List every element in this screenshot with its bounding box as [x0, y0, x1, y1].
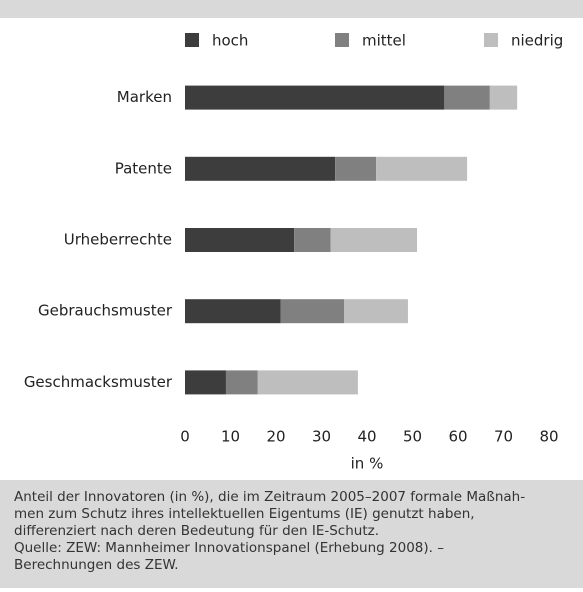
legend-label: hoch: [212, 32, 248, 50]
bar-segment: [444, 85, 490, 110]
bar-segment: [335, 156, 377, 181]
bar-segment: [489, 85, 518, 110]
y-tick-label: Marken: [117, 88, 172, 106]
caption-line: differenziert nach deren Bedeutung für d…: [14, 523, 379, 539]
caption-line: Quelle: ZEW: Mannheimer Innovationspanel…: [14, 540, 444, 556]
bar-segment: [185, 370, 226, 395]
x-tick-label: 10: [221, 428, 240, 446]
x-tick-label: 20: [266, 428, 285, 446]
y-tick-label: Urheberrechte: [64, 231, 172, 249]
legend-label: niedrig: [511, 32, 563, 50]
bar-segment: [280, 299, 345, 324]
top-band: [0, 0, 583, 18]
x-tick-label: 60: [448, 428, 467, 446]
caption-line: men zum Schutz ihres intellektuellen Eig…: [14, 506, 475, 522]
y-tick-label: Patente: [115, 159, 172, 177]
bar-segment: [225, 370, 258, 395]
caption-line: Berechnungen des ZEW.: [14, 557, 179, 573]
bar-segment: [185, 85, 445, 110]
x-tick-label: 80: [539, 428, 558, 446]
legend-swatch: [484, 33, 498, 47]
x-tick-label: 70: [494, 428, 513, 446]
y-tick-label: Geschmacksmuster: [24, 373, 173, 391]
bar-segment: [294, 228, 331, 252]
bar-segment: [185, 228, 295, 252]
y-tick-label: Gebrauchsmuster: [38, 302, 173, 320]
x-axis-label: in %: [351, 455, 384, 473]
legend-label: mittel: [362, 32, 406, 50]
x-tick-label: 40: [357, 428, 376, 446]
bar-segment: [185, 156, 336, 181]
bar-segment: [257, 370, 358, 395]
x-tick-label: 0: [180, 428, 190, 446]
bar-segment: [344, 299, 408, 324]
legend-swatch: [335, 33, 349, 47]
bar-segment: [376, 156, 468, 181]
bar-segment: [330, 228, 418, 252]
bar-segment: [185, 299, 281, 324]
legend-swatch: [185, 33, 199, 47]
caption-box: [0, 480, 583, 588]
caption-line: Anteil der Innovatoren (in %), die im Ze…: [14, 489, 525, 505]
x-tick-label: 50: [403, 428, 422, 446]
x-tick-label: 30: [312, 428, 331, 446]
